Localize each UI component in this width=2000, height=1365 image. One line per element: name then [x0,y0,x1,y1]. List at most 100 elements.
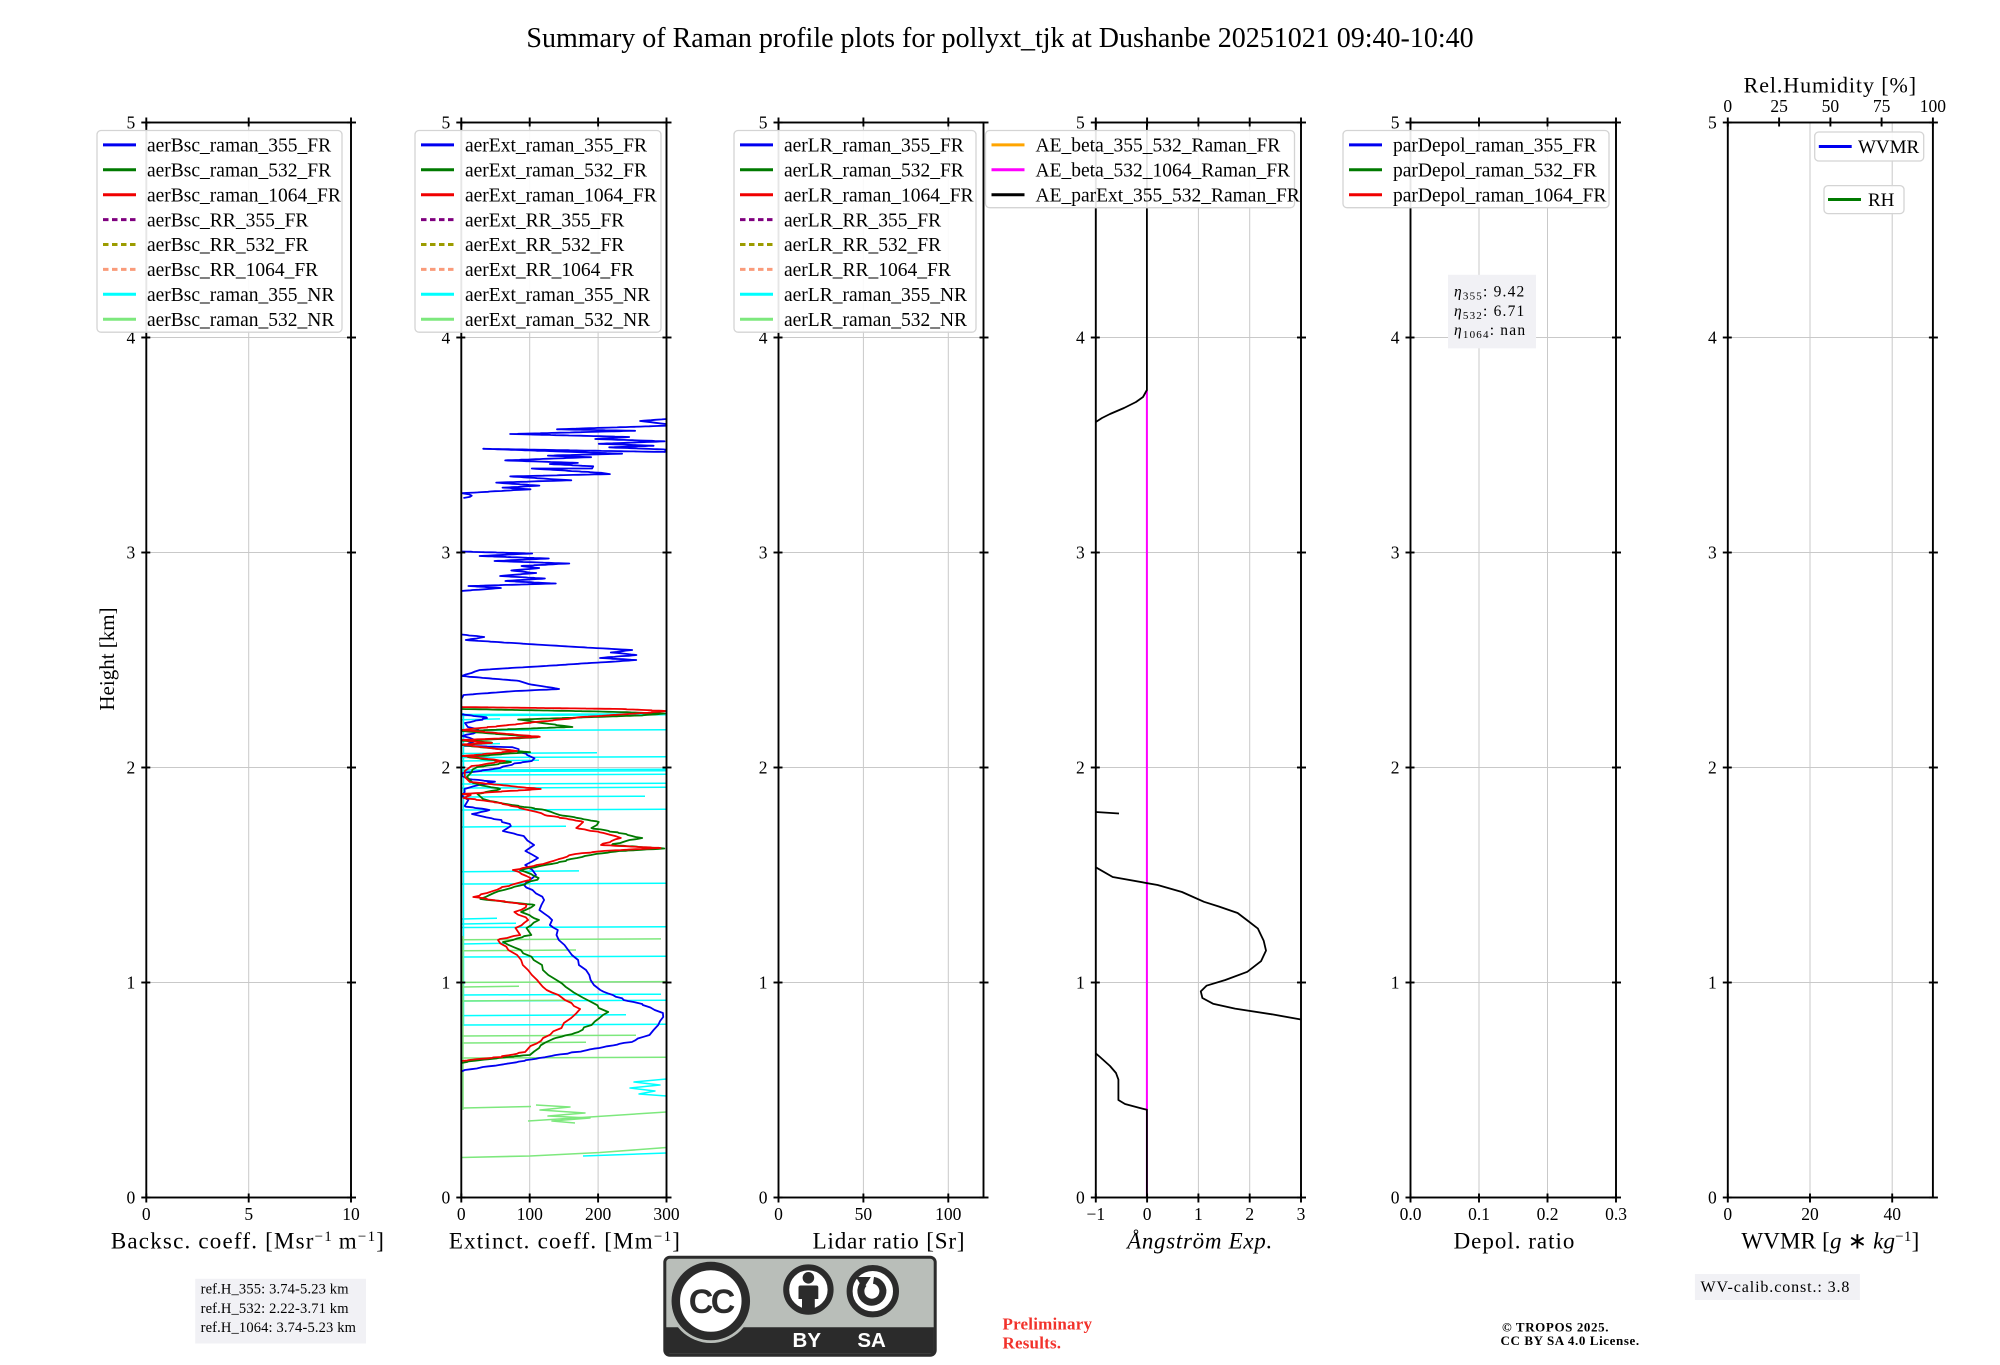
svg-text:AE_beta_532_1064_Raman_FR: AE_beta_532_1064_Raman_FR [1036,161,1291,182]
svg-text:100: 100 [1920,96,1947,116]
svg-text:2: 2 [1076,758,1085,778]
svg-text:40: 40 [1883,1204,1901,1224]
svg-text:BY: BY [793,1329,822,1352]
svg-text:aerLR_raman_532_FR: aerLR_raman_532_FR [784,161,964,182]
svg-text:WVMR: WVMR [1858,137,1920,158]
svg-text:1: 1 [1076,973,1085,993]
svg-text:3: 3 [127,543,136,563]
svg-text:300: 300 [653,1204,680,1224]
svg-text:4: 4 [127,328,136,348]
svg-text:0: 0 [1076,1188,1085,1208]
svg-text:aerExt_RR_532_FR: aerExt_RR_532_FR [465,235,624,256]
svg-text:5: 5 [442,113,451,133]
svg-text:aerBsc_raman_355_NR: aerBsc_raman_355_NR [147,285,334,306]
svg-text:WVMR [g ∗ kg−1]: WVMR [g ∗ kg−1] [1741,1229,1919,1254]
svg-text:2: 2 [127,758,136,778]
svg-text:Depol. ratio: Depol. ratio [1454,1229,1576,1254]
svg-text:0.2: 0.2 [1537,1204,1559,1224]
svg-text:ref.H_1064: 3.74-5.23 km: ref.H_1064: 3.74-5.23 km [201,1320,357,1336]
svg-text:aerBsc_raman_532_FR: aerBsc_raman_532_FR [147,161,331,182]
svg-text:aerLR_RR_532_FR: aerLR_RR_532_FR [784,235,941,256]
svg-text:ref.H_532: 2.22-3.71 km: ref.H_532: 2.22-3.71 km [201,1301,350,1317]
svg-text:parDepol_raman_355_FR: parDepol_raman_355_FR [1393,136,1597,157]
svg-text:η1064: nan: η1064: nan [1454,322,1526,341]
svg-text:1: 1 [759,973,768,993]
svg-text:RH: RH [1868,190,1895,211]
svg-text:3: 3 [759,543,768,563]
svg-text:20: 20 [1801,1204,1819,1224]
svg-text:Ångström Exp.: Ångström Exp. [1125,1229,1273,1254]
svg-text:1: 1 [1194,1204,1203,1224]
svg-text:5: 5 [1708,113,1717,133]
svg-text:0: 0 [1391,1188,1400,1208]
svg-text:CC BY SA 4.0 License.: CC BY SA 4.0 License. [1501,1333,1640,1348]
svg-text:3: 3 [1708,543,1717,563]
svg-text:0.3: 0.3 [1605,1204,1627,1224]
svg-text:3: 3 [442,543,451,563]
svg-text:aerExt_raman_1064_FR: aerExt_raman_1064_FR [465,185,657,206]
svg-text:1: 1 [1708,973,1717,993]
svg-text:Preliminary: Preliminary [1003,1315,1093,1334]
svg-text:aerBsc_raman_532_NR: aerBsc_raman_532_NR [147,310,334,331]
svg-text:Summary of Raman profile plots: Summary of Raman profile plots for polly… [526,23,1473,54]
svg-text:2: 2 [759,758,768,778]
svg-text:0: 0 [774,1204,783,1224]
svg-text:0: 0 [127,1188,136,1208]
svg-text:3: 3 [1076,543,1085,563]
svg-text:2: 2 [1391,758,1400,778]
svg-text:1: 1 [442,973,451,993]
svg-text:10: 10 [342,1204,360,1224]
svg-text:aerLR_raman_1064_FR: aerLR_raman_1064_FR [784,185,974,206]
svg-text:WV-calib.const.: 3.8: WV-calib.const.: 3.8 [1701,1279,1851,1296]
svg-text:0: 0 [1723,96,1732,116]
svg-text:2: 2 [442,758,451,778]
svg-text:1: 1 [127,973,136,993]
svg-text:SA: SA [857,1329,886,1352]
svg-text:aerLR_raman_532_NR: aerLR_raman_532_NR [784,310,967,331]
svg-text:1: 1 [1391,973,1400,993]
svg-text:η355: 9.42: η355: 9.42 [1454,284,1526,303]
svg-text:Lidar ratio [Sr]: Lidar ratio [Sr] [813,1229,966,1254]
svg-text:4: 4 [1391,328,1400,348]
svg-text:aerBsc_RR_355_FR: aerBsc_RR_355_FR [147,210,308,231]
svg-text:75: 75 [1873,96,1891,116]
svg-text:aerBsc_RR_532_FR: aerBsc_RR_532_FR [147,235,308,256]
svg-text:200: 200 [585,1204,612,1224]
svg-text:0: 0 [442,1188,451,1208]
svg-text:3: 3 [1297,1204,1306,1224]
svg-text:aerBsc_RR_1064_FR: aerBsc_RR_1064_FR [147,260,318,281]
svg-text:4: 4 [1708,328,1717,348]
svg-text:4: 4 [1076,328,1085,348]
svg-text:0: 0 [759,1188,768,1208]
svg-text:Backsc. coeff. [Msr−1 m−1]: Backsc. coeff. [Msr−1 m−1] [111,1229,385,1254]
svg-text:Results.: Results. [1003,1334,1062,1353]
svg-text:aerBsc_raman_355_FR: aerBsc_raman_355_FR [147,136,331,157]
svg-text:aerExt_RR_355_FR: aerExt_RR_355_FR [465,210,624,231]
svg-text:4: 4 [759,328,768,348]
svg-text:−1: −1 [1086,1204,1105,1224]
svg-text:0: 0 [1723,1204,1732,1224]
svg-text:5: 5 [127,113,136,133]
svg-text:AE_beta_355_532_Raman_FR: AE_beta_355_532_Raman_FR [1036,136,1281,157]
svg-text:5: 5 [759,113,768,133]
svg-text:aerExt_raman_355_FR: aerExt_raman_355_FR [465,136,647,157]
svg-text:Rel.Humidity [%]: Rel.Humidity [%] [1744,73,1917,98]
svg-text:0: 0 [1143,1204,1152,1224]
svg-text:aerExt_raman_532_NR: aerExt_raman_532_NR [465,310,650,331]
svg-text:aerExt_raman_355_NR: aerExt_raman_355_NR [465,285,650,306]
svg-text:aerExt_raman_532_FR: aerExt_raman_532_FR [465,161,647,182]
svg-text:Extinct. coeff. [Mm−1]: Extinct. coeff. [Mm−1] [449,1229,681,1254]
svg-text:2: 2 [1708,758,1717,778]
svg-text:3: 3 [1391,543,1400,563]
svg-text:5: 5 [1391,113,1400,133]
svg-text:parDepol_raman_532_FR: parDepol_raman_532_FR [1393,161,1597,182]
svg-text:0: 0 [457,1204,466,1224]
svg-text:AE_parExt_355_532_Raman_FR: AE_parExt_355_532_Raman_FR [1036,185,1300,206]
svg-text:aerLR_RR_355_FR: aerLR_RR_355_FR [784,210,941,231]
svg-text:© TROPOS 2025.: © TROPOS 2025. [1502,1319,1609,1334]
svg-text:5: 5 [1076,113,1085,133]
svg-text:aerExt_RR_1064_FR: aerExt_RR_1064_FR [465,260,634,281]
svg-text:aerLR_raman_355_NR: aerLR_raman_355_NR [784,285,967,306]
svg-text:0: 0 [142,1204,151,1224]
svg-text:CC: CC [689,1283,735,1321]
